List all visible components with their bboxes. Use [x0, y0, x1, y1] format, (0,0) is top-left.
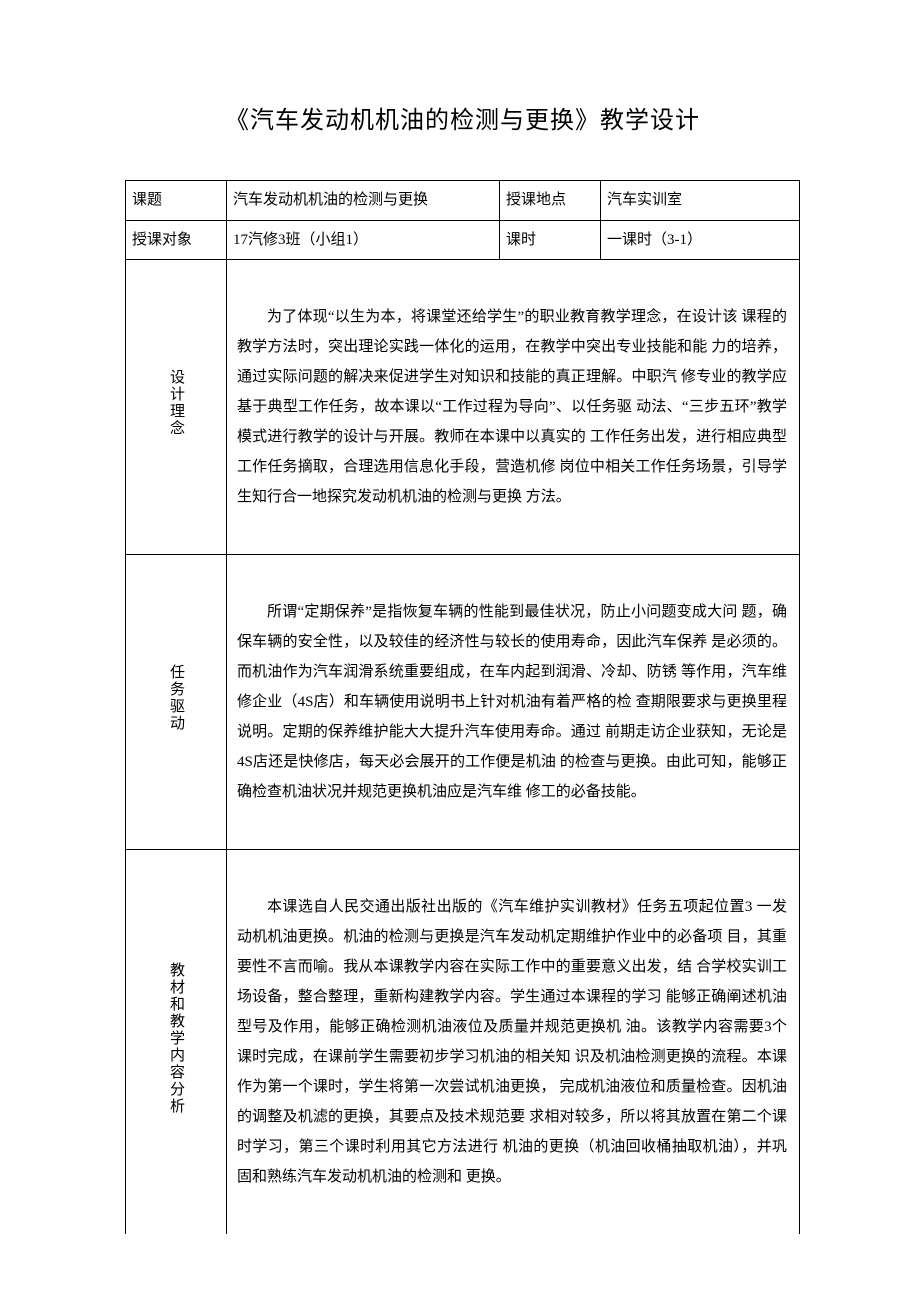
table-row: 课题 汽车发动机机油的检测与更换 授课地点 汽车实训室 [126, 181, 800, 221]
table-row: 任务驱动 所谓“定期保养”是指恢复车辆的性能到最佳状况，防止小问题变成大问 题，… [126, 555, 800, 850]
design-concept-text: 为了体现“以生为本，将课堂还给学生”的职业教育教学理念，在设计该 课程的教学方法… [237, 302, 787, 512]
table-row: 教材和教学内容分析 本课选自人民交通出版社出版的《汽车维护实训教材》任务五项起位… [126, 850, 800, 1235]
materials-analysis-header: 教材和教学内容分析 [126, 850, 227, 1235]
hours-value: 一课时（3-1） [601, 220, 800, 260]
document-page: 《汽车发动机机油的检测与更换》教学设计 课题 汽车发动机机油的检测与更换 授课地… [0, 0, 920, 1294]
materials-analysis-content: 本课选自人民交通出版社出版的《汽车维护实训教材》任务五项起位置3 一发动机机油更… [227, 850, 800, 1235]
topic-label: 课题 [126, 181, 227, 221]
materials-analysis-text: 本课选自人民交通出版社出版的《汽车维护实训教材》任务五项起位置3 一发动机机油更… [237, 892, 787, 1192]
materials-analysis-label: 教材和教学内容分析 [167, 962, 185, 1115]
task-driven-label: 任务驱动 [167, 664, 185, 732]
location-value: 汽车实训室 [601, 181, 800, 221]
design-concept-content: 为了体现“以生为本，将课堂还给学生”的职业教育教学理念，在设计该 课程的教学方法… [227, 260, 800, 555]
design-concept-header: 设计理念 [126, 260, 227, 555]
task-driven-text: 所谓“定期保养”是指恢复车辆的性能到最佳状况，防止小问题变成大问 题，确保车辆的… [237, 597, 787, 807]
table-row: 设计理念 为了体现“以生为本，将课堂还给学生”的职业教育教学理念，在设计该 课程… [126, 260, 800, 555]
audience-value: 17汽修3班（小组1） [227, 220, 500, 260]
hours-label: 课时 [500, 220, 601, 260]
task-driven-content: 所谓“定期保养”是指恢复车辆的性能到最佳状况，防止小问题变成大问 题，确保车辆的… [227, 555, 800, 850]
location-label: 授课地点 [500, 181, 601, 221]
audience-label: 授课对象 [126, 220, 227, 260]
topic-value: 汽车发动机机油的检测与更换 [227, 181, 500, 221]
table-row: 授课对象 17汽修3班（小组1） 课时 一课时（3-1） [126, 220, 800, 260]
document-title: 《汽车发动机机油的检测与更换》教学设计 [125, 100, 800, 135]
task-driven-header: 任务驱动 [126, 555, 227, 850]
lesson-plan-table: 课题 汽车发动机机油的检测与更换 授课地点 汽车实训室 授课对象 17汽修3班（… [125, 180, 800, 1234]
design-concept-label: 设计理念 [167, 369, 185, 437]
